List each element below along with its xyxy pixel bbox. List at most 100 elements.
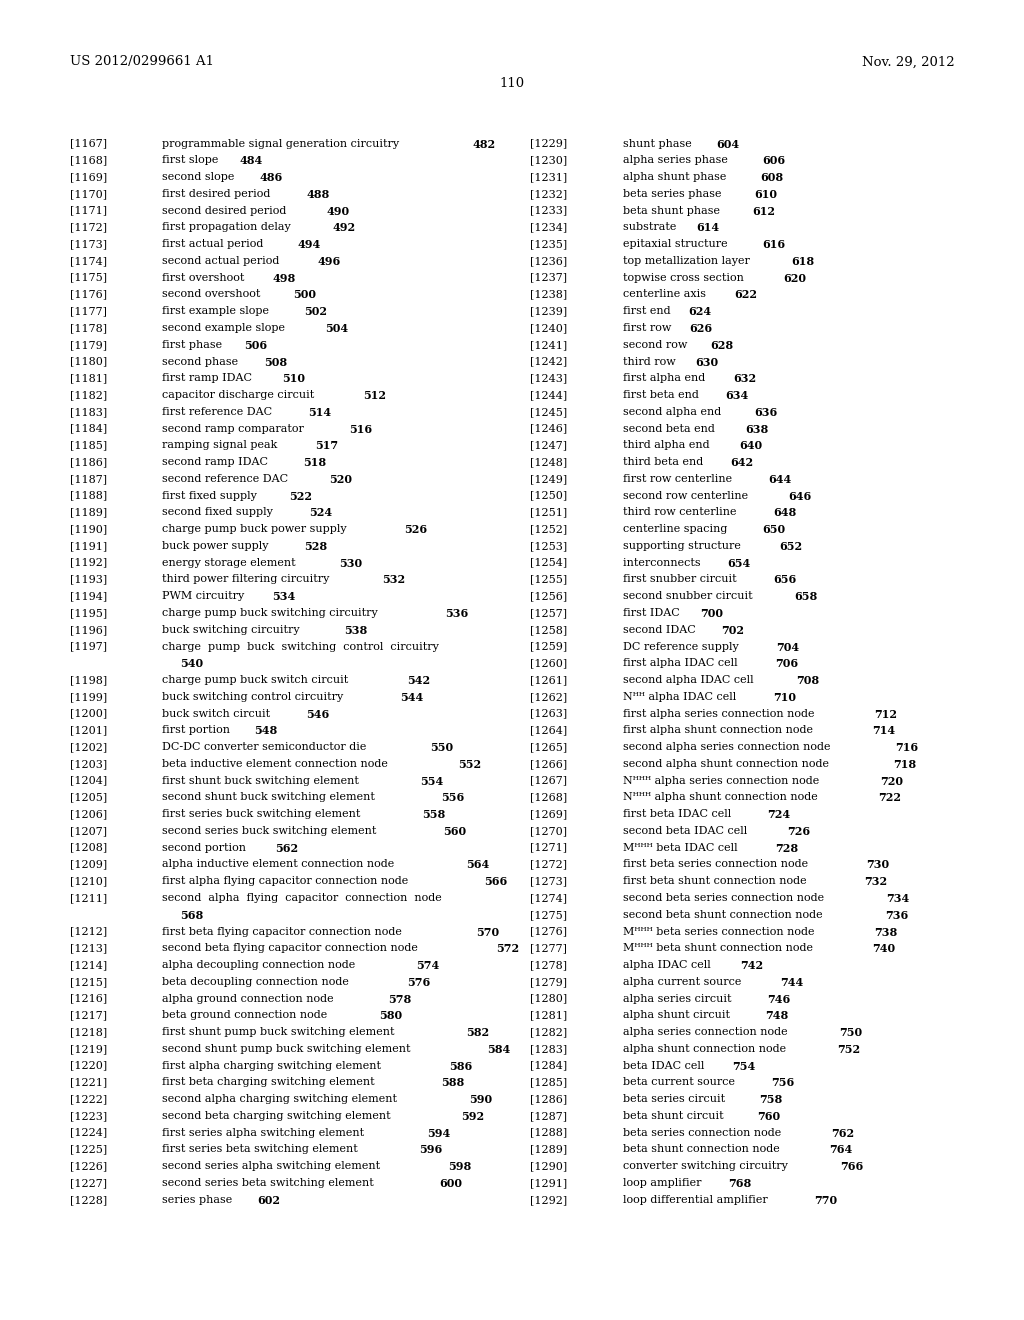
Text: [1208]: [1208]: [70, 842, 106, 853]
Text: centerline spacing: centerline spacing: [623, 524, 730, 535]
Text: [1205]: [1205]: [70, 792, 106, 803]
Text: substrate: substrate: [623, 223, 680, 232]
Text: [1192]: [1192]: [70, 558, 106, 568]
Text: second portion: second portion: [162, 842, 249, 853]
Text: second fixed supply: second fixed supply: [162, 507, 276, 517]
Text: 734: 734: [887, 894, 910, 904]
Text: buck power supply: buck power supply: [162, 541, 271, 550]
Text: [1228]: [1228]: [70, 1195, 106, 1205]
Text: interconnects: interconnects: [623, 558, 703, 568]
Text: [1248]: [1248]: [530, 457, 567, 467]
Text: [1263]: [1263]: [530, 709, 567, 718]
Text: second alpha charging switching element: second alpha charging switching element: [162, 1094, 400, 1104]
Text: [1236]: [1236]: [530, 256, 567, 265]
Text: 644: 644: [768, 474, 792, 484]
Text: second beta end: second beta end: [623, 424, 718, 433]
Text: first series alpha switching element: first series alpha switching element: [162, 1127, 368, 1138]
Text: series phase: series phase: [162, 1195, 236, 1205]
Text: alpha inductive element connection node: alpha inductive element connection node: [162, 859, 397, 870]
Text: charge  pump  buck  switching  control  circuitry: charge pump buck switching control circu…: [162, 642, 438, 652]
Text: 566: 566: [484, 876, 507, 887]
Text: 498: 498: [272, 273, 296, 284]
Text: 656: 656: [774, 574, 797, 586]
Text: 750: 750: [840, 1027, 862, 1038]
Text: 562: 562: [274, 842, 298, 854]
Text: 718: 718: [893, 759, 916, 770]
Text: 518: 518: [303, 457, 327, 469]
Text: [1235]: [1235]: [530, 239, 567, 249]
Text: centerline axis: centerline axis: [623, 289, 709, 300]
Text: first actual period: first actual period: [162, 239, 266, 249]
Text: [1261]: [1261]: [530, 675, 567, 685]
Text: 648: 648: [773, 507, 797, 519]
Text: second shunt pump buck switching element: second shunt pump buck switching element: [162, 1044, 414, 1053]
Text: Nᴴᴴᴴ alpha series connection node: Nᴴᴴᴴ alpha series connection node: [623, 776, 822, 785]
Text: 596: 596: [419, 1144, 442, 1155]
Text: second slope: second slope: [162, 172, 238, 182]
Text: [1291]: [1291]: [530, 1177, 567, 1188]
Text: [1288]: [1288]: [530, 1127, 567, 1138]
Text: 568: 568: [180, 909, 204, 921]
Text: [1212]: [1212]: [70, 927, 106, 936]
Text: [1275]: [1275]: [530, 909, 567, 920]
Text: second phase: second phase: [162, 356, 242, 367]
Text: [1229]: [1229]: [530, 139, 567, 149]
Text: 762: 762: [831, 1127, 854, 1139]
Text: DC reference supply: DC reference supply: [623, 642, 741, 652]
Text: [1245]: [1245]: [530, 407, 567, 417]
Text: alpha shunt phase: alpha shunt phase: [623, 172, 729, 182]
Text: 536: 536: [444, 609, 468, 619]
Text: first beta series connection node: first beta series connection node: [623, 859, 811, 870]
Text: [1247]: [1247]: [530, 441, 567, 450]
Text: shunt phase: shunt phase: [623, 139, 695, 149]
Text: [1282]: [1282]: [530, 1027, 567, 1038]
Text: buck switch circuit: buck switch circuit: [162, 709, 273, 718]
Text: second beta shunt connection node: second beta shunt connection node: [623, 909, 825, 920]
Text: first IDAC: first IDAC: [623, 609, 683, 618]
Text: 554: 554: [420, 776, 443, 787]
Text: [1258]: [1258]: [530, 624, 567, 635]
Text: ramping signal peak: ramping signal peak: [162, 441, 281, 450]
Text: 586: 586: [449, 1061, 472, 1072]
Text: beta shunt circuit: beta shunt circuit: [623, 1111, 727, 1121]
Text: [1211]: [1211]: [70, 894, 106, 903]
Text: second beta IDAC cell: second beta IDAC cell: [623, 826, 751, 836]
Text: 732: 732: [864, 876, 887, 887]
Text: [1270]: [1270]: [530, 826, 567, 836]
Text: [1171]: [1171]: [70, 206, 106, 215]
Text: [1173]: [1173]: [70, 239, 106, 249]
Text: [1193]: [1193]: [70, 574, 106, 585]
Text: 744: 744: [780, 977, 803, 987]
Text: first desired period: first desired period: [162, 189, 273, 199]
Text: alpha ground connection node: alpha ground connection node: [162, 994, 337, 1003]
Text: first beta shunt connection node: first beta shunt connection node: [623, 876, 810, 886]
Text: 764: 764: [829, 1144, 853, 1155]
Text: Mᴴᴴᴴ beta IDAC cell: Mᴴᴴᴴ beta IDAC cell: [623, 842, 740, 853]
Text: charge pump buck switch circuit: charge pump buck switch circuit: [162, 675, 351, 685]
Text: alpha series connection node: alpha series connection node: [623, 1027, 791, 1038]
Text: programmable signal generation circuitry: programmable signal generation circuitry: [162, 139, 402, 149]
Text: 700: 700: [700, 609, 723, 619]
Text: converter switching circuitry: converter switching circuitry: [623, 1162, 791, 1171]
Text: [1286]: [1286]: [530, 1094, 567, 1104]
Text: charge pump buck switching circuitry: charge pump buck switching circuitry: [162, 609, 381, 618]
Text: [1199]: [1199]: [70, 692, 106, 702]
Text: 614: 614: [696, 223, 719, 234]
Text: supporting structure: supporting structure: [623, 541, 744, 550]
Text: [1234]: [1234]: [530, 223, 567, 232]
Text: 722: 722: [879, 792, 901, 804]
Text: 510: 510: [283, 374, 305, 384]
Text: 506: 506: [244, 339, 267, 351]
Text: first alpha IDAC cell: first alpha IDAC cell: [623, 659, 740, 668]
Text: [1183]: [1183]: [70, 407, 106, 417]
Text: loop amplifier: loop amplifier: [623, 1177, 705, 1188]
Text: 754: 754: [732, 1061, 756, 1072]
Text: [1265]: [1265]: [530, 742, 567, 752]
Text: [1188]: [1188]: [70, 491, 106, 500]
Text: first slope: first slope: [162, 156, 221, 165]
Text: first portion: first portion: [162, 726, 233, 735]
Text: 606: 606: [763, 156, 785, 166]
Text: [1223]: [1223]: [70, 1111, 106, 1121]
Text: 492: 492: [333, 223, 355, 234]
Text: 556: 556: [441, 792, 464, 804]
